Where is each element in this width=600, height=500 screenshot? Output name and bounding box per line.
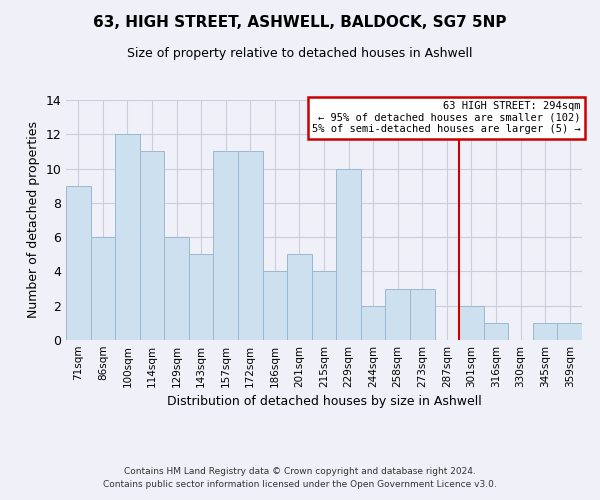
Bar	[66, 186, 91, 340]
Bar	[361, 306, 385, 340]
Bar	[238, 152, 263, 340]
Text: Size of property relative to detached houses in Ashwell: Size of property relative to detached ho…	[127, 48, 473, 60]
Bar	[214, 152, 238, 340]
Bar	[557, 323, 582, 340]
Bar	[91, 237, 115, 340]
X-axis label: Distribution of detached houses by size in Ashwell: Distribution of detached houses by size …	[167, 396, 481, 408]
Bar	[459, 306, 484, 340]
Text: 63 HIGH STREET: 294sqm
← 95% of detached houses are smaller (102)
5% of semi-det: 63 HIGH STREET: 294sqm ← 95% of detached…	[312, 101, 581, 134]
Bar	[115, 134, 140, 340]
Text: Contains HM Land Registry data © Crown copyright and database right 2024.: Contains HM Land Registry data © Crown c…	[124, 467, 476, 476]
Bar	[410, 288, 434, 340]
Bar	[385, 288, 410, 340]
Bar	[189, 254, 214, 340]
Bar	[164, 237, 189, 340]
Bar	[533, 323, 557, 340]
Bar	[312, 272, 336, 340]
Bar	[484, 323, 508, 340]
Bar	[263, 272, 287, 340]
Bar	[140, 152, 164, 340]
Text: Contains public sector information licensed under the Open Government Licence v3: Contains public sector information licen…	[103, 480, 497, 489]
Bar	[287, 254, 312, 340]
Text: 63, HIGH STREET, ASHWELL, BALDOCK, SG7 5NP: 63, HIGH STREET, ASHWELL, BALDOCK, SG7 5…	[93, 15, 507, 30]
Bar	[336, 168, 361, 340]
Y-axis label: Number of detached properties: Number of detached properties	[27, 122, 40, 318]
